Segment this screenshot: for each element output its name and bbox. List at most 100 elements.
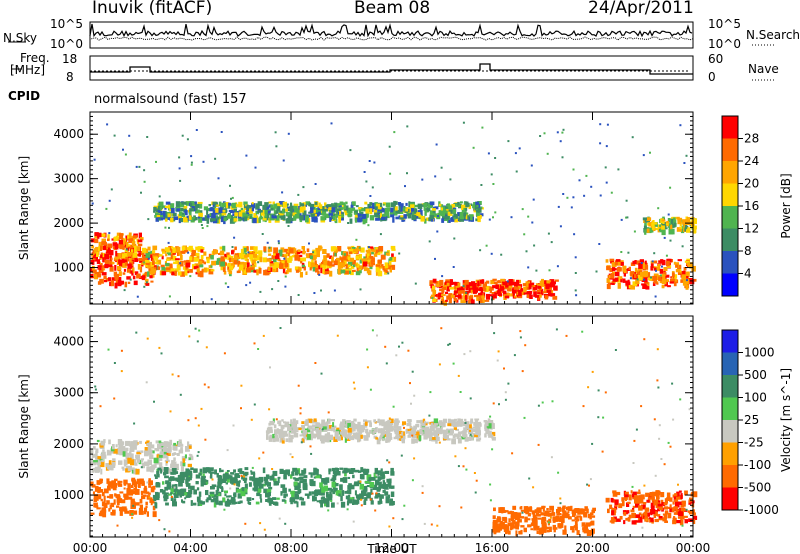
scatter-cell: [374, 212, 378, 218]
scatter-cell: [208, 204, 212, 207]
scatter-cell: [266, 210, 271, 213]
scatter-cell: [624, 494, 629, 498]
scatter-cell: [380, 207, 385, 211]
scatter-cell: [189, 494, 192, 498]
scatter-cell: [677, 516, 680, 519]
scatter-speckle: [308, 242, 310, 245]
scatter-cell: [285, 472, 290, 475]
scatter-cell: [132, 235, 138, 238]
scatter-cell: [147, 459, 152, 466]
scatter-cell: [411, 438, 415, 444]
scatter-cell: [234, 212, 239, 217]
scatter-cell: [632, 505, 636, 509]
scatter-cell: [476, 430, 481, 436]
scatter-cell: [272, 201, 275, 205]
scatter-speckle: [440, 166, 443, 169]
scatter-cell: [644, 260, 647, 265]
scatter-cell: [275, 215, 280, 221]
scatter-cell: [202, 473, 205, 477]
scatter-cell: [262, 218, 267, 221]
scatter-cell: [226, 470, 230, 472]
scatter-cell: [626, 502, 630, 507]
scatter-cell: [171, 468, 177, 471]
scatter-cell: [373, 209, 377, 216]
scatter-speckle: [197, 216, 200, 219]
scatter-cell: [114, 478, 118, 482]
scatter-cell: [185, 477, 191, 482]
scatter-speckle: [523, 233, 526, 236]
scatter-cell: [299, 434, 305, 437]
scatter-cell: [523, 292, 528, 295]
scatter-cell: [153, 207, 157, 212]
scatter-speckle: [428, 414, 431, 417]
scatter-cell: [492, 529, 497, 533]
scatter-speckle: [336, 334, 339, 337]
scatter-cell: [399, 206, 404, 212]
scatter-cell: [676, 227, 682, 232]
scatter-cell: [662, 517, 667, 522]
scatter-speckle: [413, 457, 416, 460]
scatter-cell: [433, 418, 439, 424]
scatter-cell: [97, 235, 100, 239]
scatter-cell: [512, 289, 517, 294]
scatter-cell: [310, 262, 316, 267]
scatter-cell: [141, 251, 145, 255]
scatter-cell: [130, 249, 134, 253]
scatter-cell: [144, 272, 147, 279]
scatter-cell: [315, 427, 320, 433]
scatter-speckle: [407, 349, 410, 352]
scatter-cell: [149, 254, 153, 258]
scatter-cell: [106, 500, 110, 505]
scatter-speckle: [620, 218, 623, 221]
scatter-speckle: [282, 159, 285, 162]
scatter-cell: [361, 207, 365, 212]
scatter-cell: [427, 203, 433, 209]
scatter-cell: [510, 525, 514, 530]
scatter-cell: [459, 201, 463, 204]
scatter-speckle: [91, 202, 94, 205]
scatter-speckle: [110, 188, 113, 191]
scatter-speckle: [506, 280, 509, 283]
scatter-cell: [194, 204, 198, 209]
scatter-cell: [98, 267, 104, 273]
scatter-cell: [355, 205, 359, 208]
scatter-speckle: [414, 282, 417, 285]
scatter-cell: [492, 526, 497, 530]
scatter-cell: [372, 428, 376, 431]
scatter-speckle: [187, 251, 190, 254]
scatter-cell: [210, 215, 216, 222]
scatter-cell: [520, 506, 523, 510]
scatter-cell: [184, 454, 187, 459]
scatter-cell: [264, 269, 270, 276]
scatter-cell: [115, 494, 121, 498]
scatter-cell: [148, 441, 152, 446]
scatter-speckle: [388, 145, 391, 148]
scatter-cell: [138, 507, 143, 513]
scatter-cell: [651, 495, 655, 501]
scatter-speckle: [189, 275, 192, 278]
scatter-cell: [610, 497, 614, 503]
scatter-cell: [440, 426, 443, 431]
scatter-cell: [312, 472, 316, 476]
scatter-cell: [680, 279, 684, 283]
scatter-cell: [165, 267, 171, 270]
scatter-cell: [195, 474, 201, 479]
scatter-cell: [353, 499, 359, 505]
scatter-cell: [310, 474, 313, 478]
scatter-cell: [375, 267, 381, 273]
scatter-cell: [218, 484, 221, 489]
scatter-cell: [284, 254, 287, 261]
scatter-cell: [313, 433, 316, 439]
scatter-cell: [240, 491, 246, 497]
scatter-cell: [92, 446, 96, 450]
scatter-cell: [231, 202, 237, 209]
scatter-speckle: [656, 348, 659, 351]
scatter-cell: [141, 462, 145, 469]
scatter-cell: [315, 251, 320, 258]
scatter-cell: [136, 246, 141, 252]
scatter-cell: [623, 271, 626, 277]
scatter-cell: [267, 426, 273, 433]
scatter-cell: [135, 489, 140, 495]
scatter-cell: [660, 492, 665, 498]
scatter-speckle: [155, 160, 157, 163]
